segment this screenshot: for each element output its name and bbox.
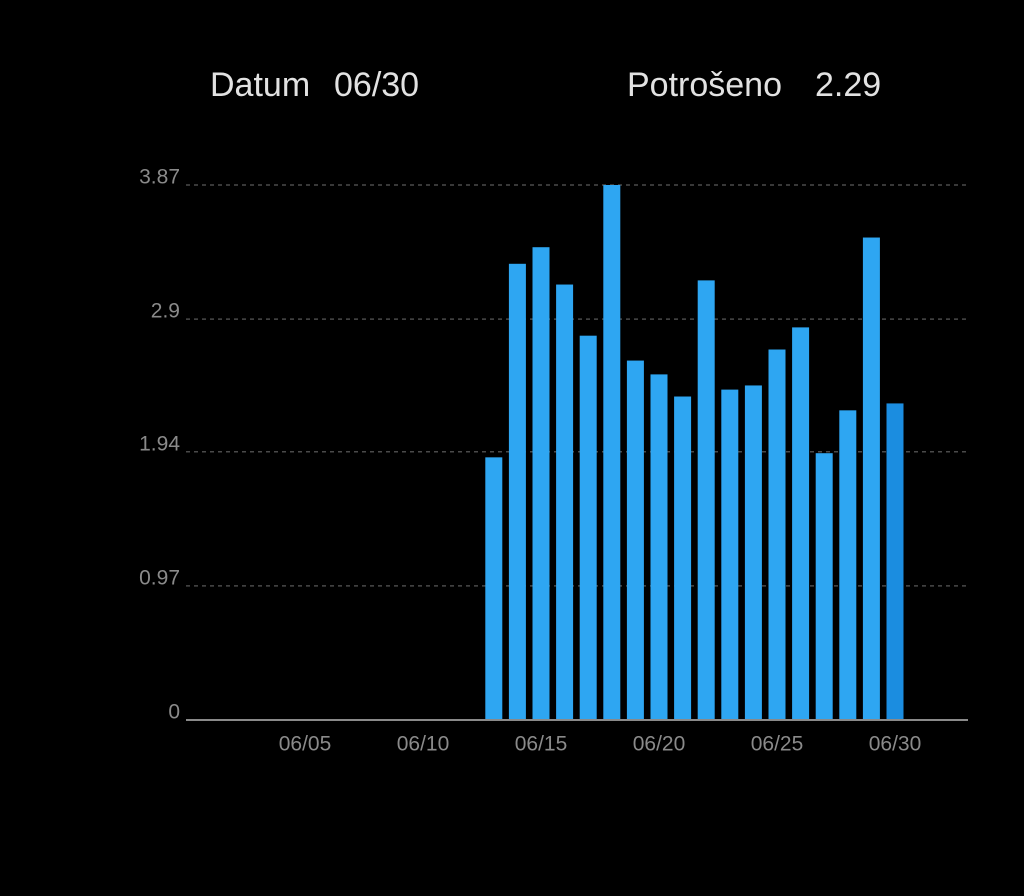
x-tick-label: 06/10 (397, 733, 450, 756)
bar (697, 280, 715, 720)
bar (579, 335, 597, 720)
bar (508, 263, 526, 720)
spent-label: Potrošeno (627, 66, 782, 104)
x-tick-label: 06/05 (279, 733, 332, 756)
x-tick-label: 06/15 (515, 733, 568, 756)
bar (626, 360, 644, 720)
bar (744, 385, 762, 720)
y-tick-label: 3.87 (139, 166, 180, 189)
x-tick-label: 06/30 (869, 733, 922, 756)
y-tick-label: 1.94 (139, 432, 180, 455)
bar (556, 284, 574, 720)
bar (886, 403, 904, 720)
bar (862, 237, 880, 721)
bar (721, 389, 739, 720)
bar (839, 410, 857, 720)
date-label: Datum (210, 66, 310, 104)
bar (674, 396, 692, 720)
y-tick-label: 0.97 (139, 566, 180, 589)
y-tick-label: 0 (168, 701, 180, 724)
bar (532, 247, 550, 721)
bar (603, 185, 621, 720)
plot: 0 0.97 1.94 2.9 3.87 06/05 06/10 06/15 06/20 06/2… (139, 166, 968, 756)
bar (792, 327, 810, 720)
bar (650, 374, 668, 720)
bar (768, 349, 786, 720)
bar (485, 457, 503, 720)
x-tick-label: 06/20 (633, 733, 686, 756)
bar (815, 453, 833, 720)
y-tick-label: 2.9 (151, 300, 180, 323)
x-tick-label: 06/25 (751, 733, 804, 756)
date-value: 06/30 (334, 66, 419, 104)
spent-value: 2.29 (815, 66, 881, 104)
